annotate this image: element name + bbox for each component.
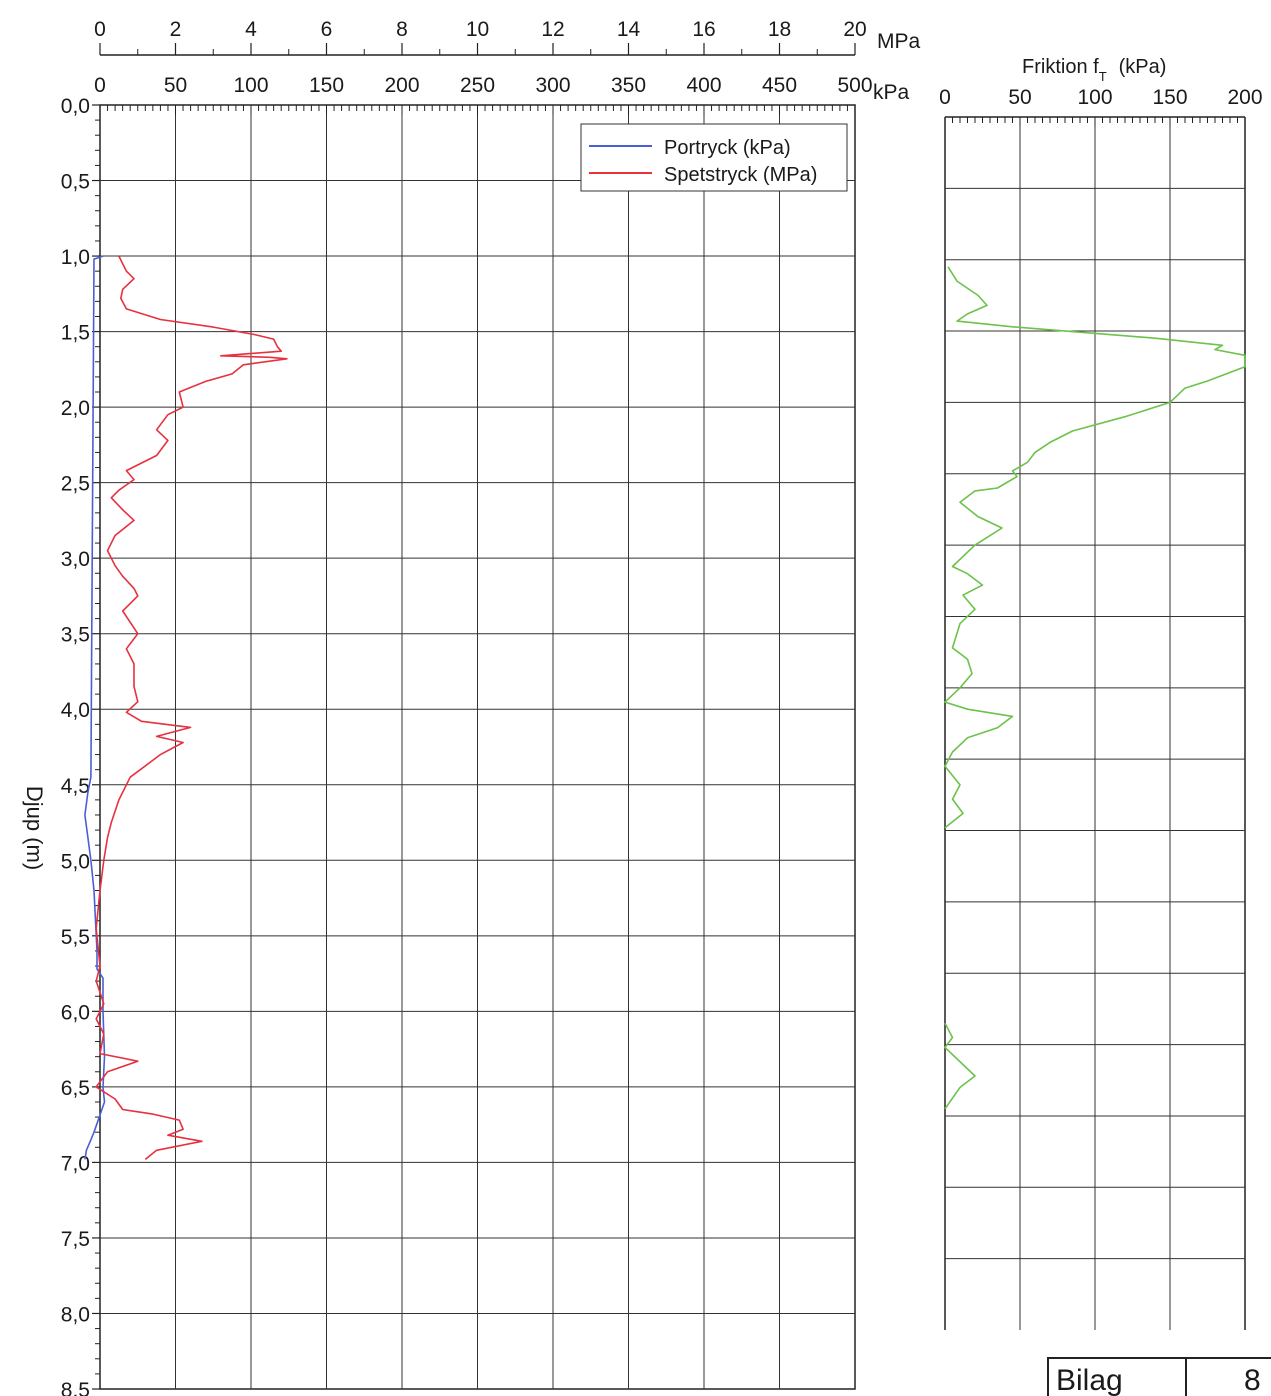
- mpa-tick-label: 2: [170, 18, 182, 41]
- y-tick-label: 2,0: [61, 397, 90, 420]
- y-tick-label: 8,5: [61, 1379, 90, 1396]
- main-grid: [100, 105, 855, 1389]
- kpa-tick-label: 450: [762, 74, 797, 97]
- y-tick-label: 4,5: [61, 775, 90, 798]
- kpa-tick-label: 500: [837, 74, 872, 97]
- mpa-tick-label: 14: [617, 18, 641, 41]
- legend-portryck-label: Portryck (kPa): [664, 137, 791, 159]
- kpa-tick-label: 350: [611, 74, 646, 97]
- kpa-tick-label: 50: [164, 74, 187, 97]
- mpa-tick-label: 16: [692, 18, 715, 41]
- friction-title-unit: (kPa): [1119, 56, 1167, 78]
- bilag-number: 8: [1244, 1364, 1261, 1396]
- spetstryck-line: [95, 255, 288, 1161]
- mpa-unit-label: MPa: [877, 30, 921, 53]
- friction-tick-label: 50: [1008, 86, 1031, 109]
- kpa-tick-label: 150: [309, 74, 344, 97]
- friction-tick-label: 100: [1077, 86, 1112, 109]
- portryck-line: [84, 255, 106, 1160]
- kpa-unit-label: kPa: [873, 81, 910, 104]
- main-series: [84, 255, 288, 1161]
- friction-series: [944, 266, 1246, 1110]
- y-axis-label: Djup (m): [22, 786, 47, 870]
- y-tick-label: 0,5: [61, 171, 90, 194]
- friction-tick-label: 150: [1152, 86, 1187, 109]
- bilag-stamp-frame: [1047, 1357, 1271, 1396]
- y-tick-label: 1,5: [61, 322, 90, 345]
- y-tick-label: 3,0: [61, 548, 90, 571]
- main-chart: 0 2 4 6 8 10 12 14 16 18 20 MPa 0 50 100 150 200 250 300 35…: [22, 18, 921, 1396]
- friction-axes: 0 50 100 150 200: [939, 86, 1263, 127]
- y-tick-label: 6,0: [61, 1001, 90, 1024]
- mpa-tick-label: 12: [541, 18, 564, 41]
- y-tick-label: 2,5: [61, 473, 90, 496]
- mpa-tick-label: 8: [396, 18, 408, 41]
- friction-title-main: Friktion f: [1022, 56, 1099, 78]
- kpa-tick-label: 200: [384, 74, 419, 97]
- bilag-label: Bilag: [1056, 1364, 1123, 1396]
- y-tick-label: 5,0: [61, 850, 90, 873]
- kpa-tick-label: 300: [535, 74, 570, 97]
- friction-tick-label: 0: [939, 86, 951, 109]
- mpa-tick-label: 4: [245, 18, 257, 41]
- y-tick-label: 3,5: [61, 624, 90, 647]
- y-tick-label: 7,0: [61, 1152, 90, 1175]
- friction-axis-title: Friktion fT (kPa): [1022, 56, 1166, 84]
- kpa-tick-label: 100: [233, 74, 268, 97]
- y-tick-label: 5,5: [61, 926, 90, 949]
- y-tick-label: 1,0: [61, 246, 90, 269]
- y-tick-label: 4,0: [61, 699, 90, 722]
- friction-title-subscript: T: [1099, 69, 1107, 84]
- bilag-stamp: Bilag 8: [1047, 1357, 1271, 1396]
- y-tick-label: 6,5: [61, 1077, 90, 1100]
- mpa-tick-label: 0: [94, 18, 106, 41]
- kpa-tick-label: 400: [686, 74, 721, 97]
- legend-spetstryck-label: Spetstryck (MPa): [664, 164, 817, 186]
- kpa-tick-label: 250: [460, 74, 495, 97]
- mpa-tick-label: 6: [321, 18, 333, 41]
- legend-box: [580, 123, 848, 192]
- friction-tick-label: 200: [1227, 86, 1262, 109]
- y-tick-label: 8,0: [61, 1303, 90, 1326]
- mpa-tick-label: 10: [466, 18, 489, 41]
- friction-chart: 0 50 100 150 200 Friktion fT (kPa): [939, 56, 1263, 1330]
- friction-grid: [944, 116, 1246, 1330]
- kpa-tick-label: 0: [94, 74, 106, 97]
- legend: Portryck (kPa) Spetstryck (MPa): [580, 123, 848, 192]
- y-tick-label: 7,5: [61, 1228, 90, 1251]
- friction-line: [944, 266, 1246, 829]
- y-tick-label: 0,0: [61, 95, 90, 118]
- mpa-tick-label: 18: [768, 18, 791, 41]
- mpa-tick-label: 20: [843, 18, 866, 41]
- friction-line: [944, 1022, 976, 1110]
- main-axes: 0 2 4 6 8 10 12 14 16 18 20 MPa 0 50 100 150 200 250 300 35…: [61, 18, 921, 1396]
